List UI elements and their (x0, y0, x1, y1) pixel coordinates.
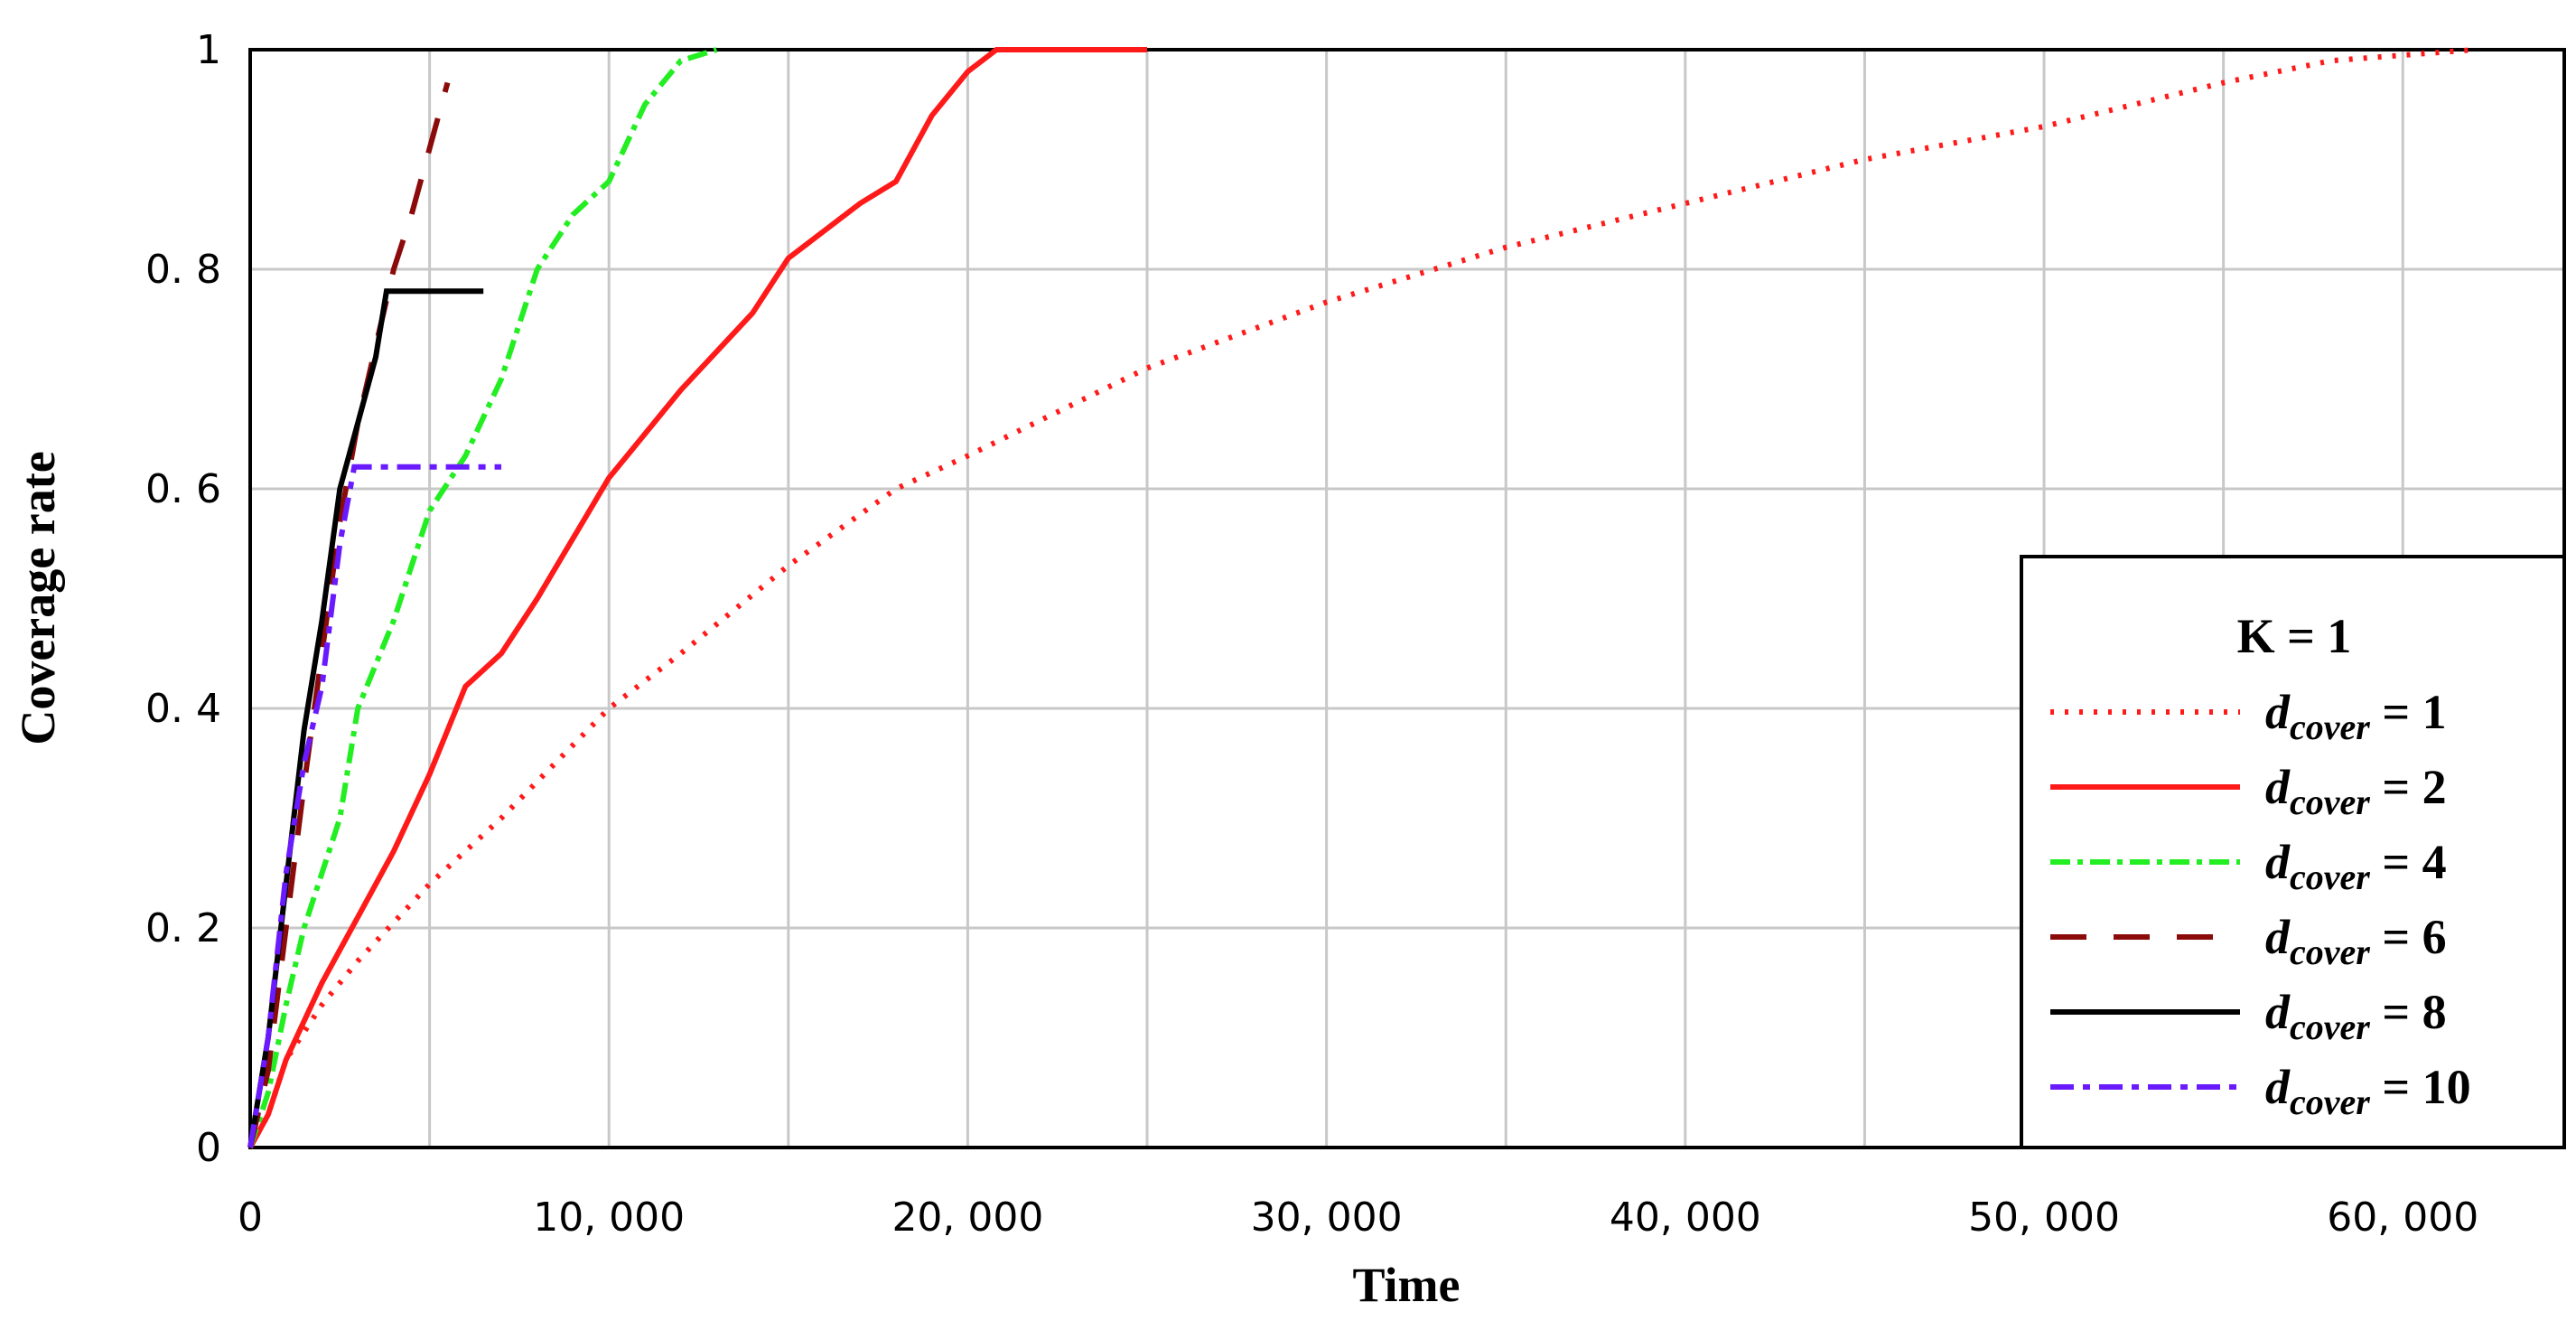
x-tick-label: 60, 000 (2327, 1195, 2478, 1241)
legend-box (2020, 555, 2566, 1149)
x-axis-label: Time (1353, 1258, 1461, 1312)
legend-label: dcover = 10 (2265, 1060, 2471, 1122)
series-line (247, 464, 501, 1148)
y-tick-label: 0 (196, 1125, 221, 1171)
series-line (247, 81, 451, 1148)
legend-label: dcover = 2 (2265, 760, 2447, 822)
series-line (247, 47, 718, 1148)
y-tick-label: 0. 6 (145, 466, 221, 512)
x-tick-label: 0 (238, 1195, 263, 1241)
series-line (247, 288, 484, 1148)
legend-label: dcover = 8 (2265, 985, 2447, 1047)
legend-title: K = 1 (2237, 609, 2352, 663)
x-tick-label: 10, 000 (533, 1195, 685, 1241)
x-tick-label: 30, 000 (1251, 1195, 1403, 1241)
legend-label: dcover = 4 (2265, 835, 2447, 897)
series-line (247, 47, 1147, 1149)
series-line (247, 47, 2475, 1149)
x-tick-label: 20, 000 (891, 1195, 1043, 1241)
y-axis-label: Coverage rate (11, 451, 65, 745)
legend-label: dcover = 1 (2265, 685, 2447, 747)
x-tick-label: 40, 000 (1610, 1195, 1761, 1241)
legend-label: dcover = 6 (2265, 910, 2447, 972)
y-tick-label: 0. 8 (145, 247, 221, 293)
y-tick-label: 1 (196, 27, 221, 73)
y-tick-label: 0. 4 (145, 686, 221, 732)
x-tick-label: 50, 000 (1968, 1195, 2120, 1241)
legend: K = 1 dcover = 1 dcover = 2 dcover = 4 dcove… (2020, 555, 2566, 1149)
y-tick-label: 0. 2 (145, 905, 221, 951)
